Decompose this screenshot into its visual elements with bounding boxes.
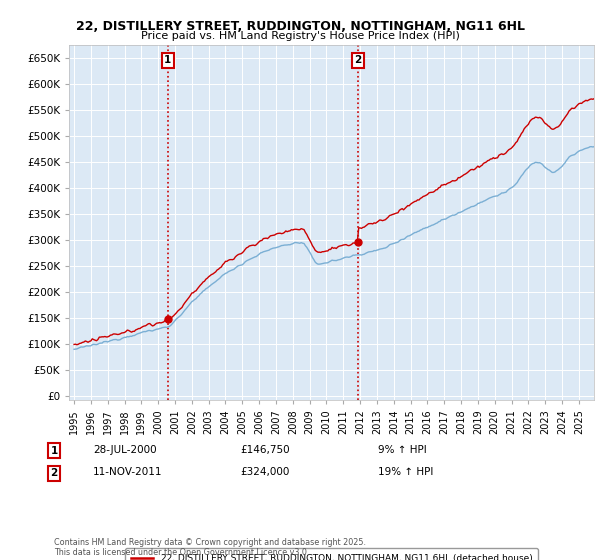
Text: 22, DISTILLERY STREET, RUDDINGTON, NOTTINGHAM, NG11 6HL: 22, DISTILLERY STREET, RUDDINGTON, NOTTI…: [76, 20, 524, 32]
Text: Contains HM Land Registry data © Crown copyright and database right 2025.
This d: Contains HM Land Registry data © Crown c…: [54, 538, 366, 557]
Text: 19% ↑ HPI: 19% ↑ HPI: [378, 467, 433, 477]
Legend: 22, DISTILLERY STREET, RUDDINGTON, NOTTINGHAM, NG11 6HL (detached house), HPI: A: 22, DISTILLERY STREET, RUDDINGTON, NOTTI…: [125, 548, 538, 560]
Text: 11-NOV-2011: 11-NOV-2011: [93, 467, 163, 477]
Text: £324,000: £324,000: [240, 467, 289, 477]
Text: 1: 1: [50, 446, 58, 456]
Text: 28-JUL-2000: 28-JUL-2000: [93, 445, 157, 455]
Text: 1: 1: [164, 55, 172, 66]
Text: Price paid vs. HM Land Registry's House Price Index (HPI): Price paid vs. HM Land Registry's House …: [140, 31, 460, 41]
Text: £146,750: £146,750: [240, 445, 290, 455]
Text: 2: 2: [50, 468, 58, 478]
Text: 9% ↑ HPI: 9% ↑ HPI: [378, 445, 427, 455]
Text: 2: 2: [354, 55, 362, 66]
